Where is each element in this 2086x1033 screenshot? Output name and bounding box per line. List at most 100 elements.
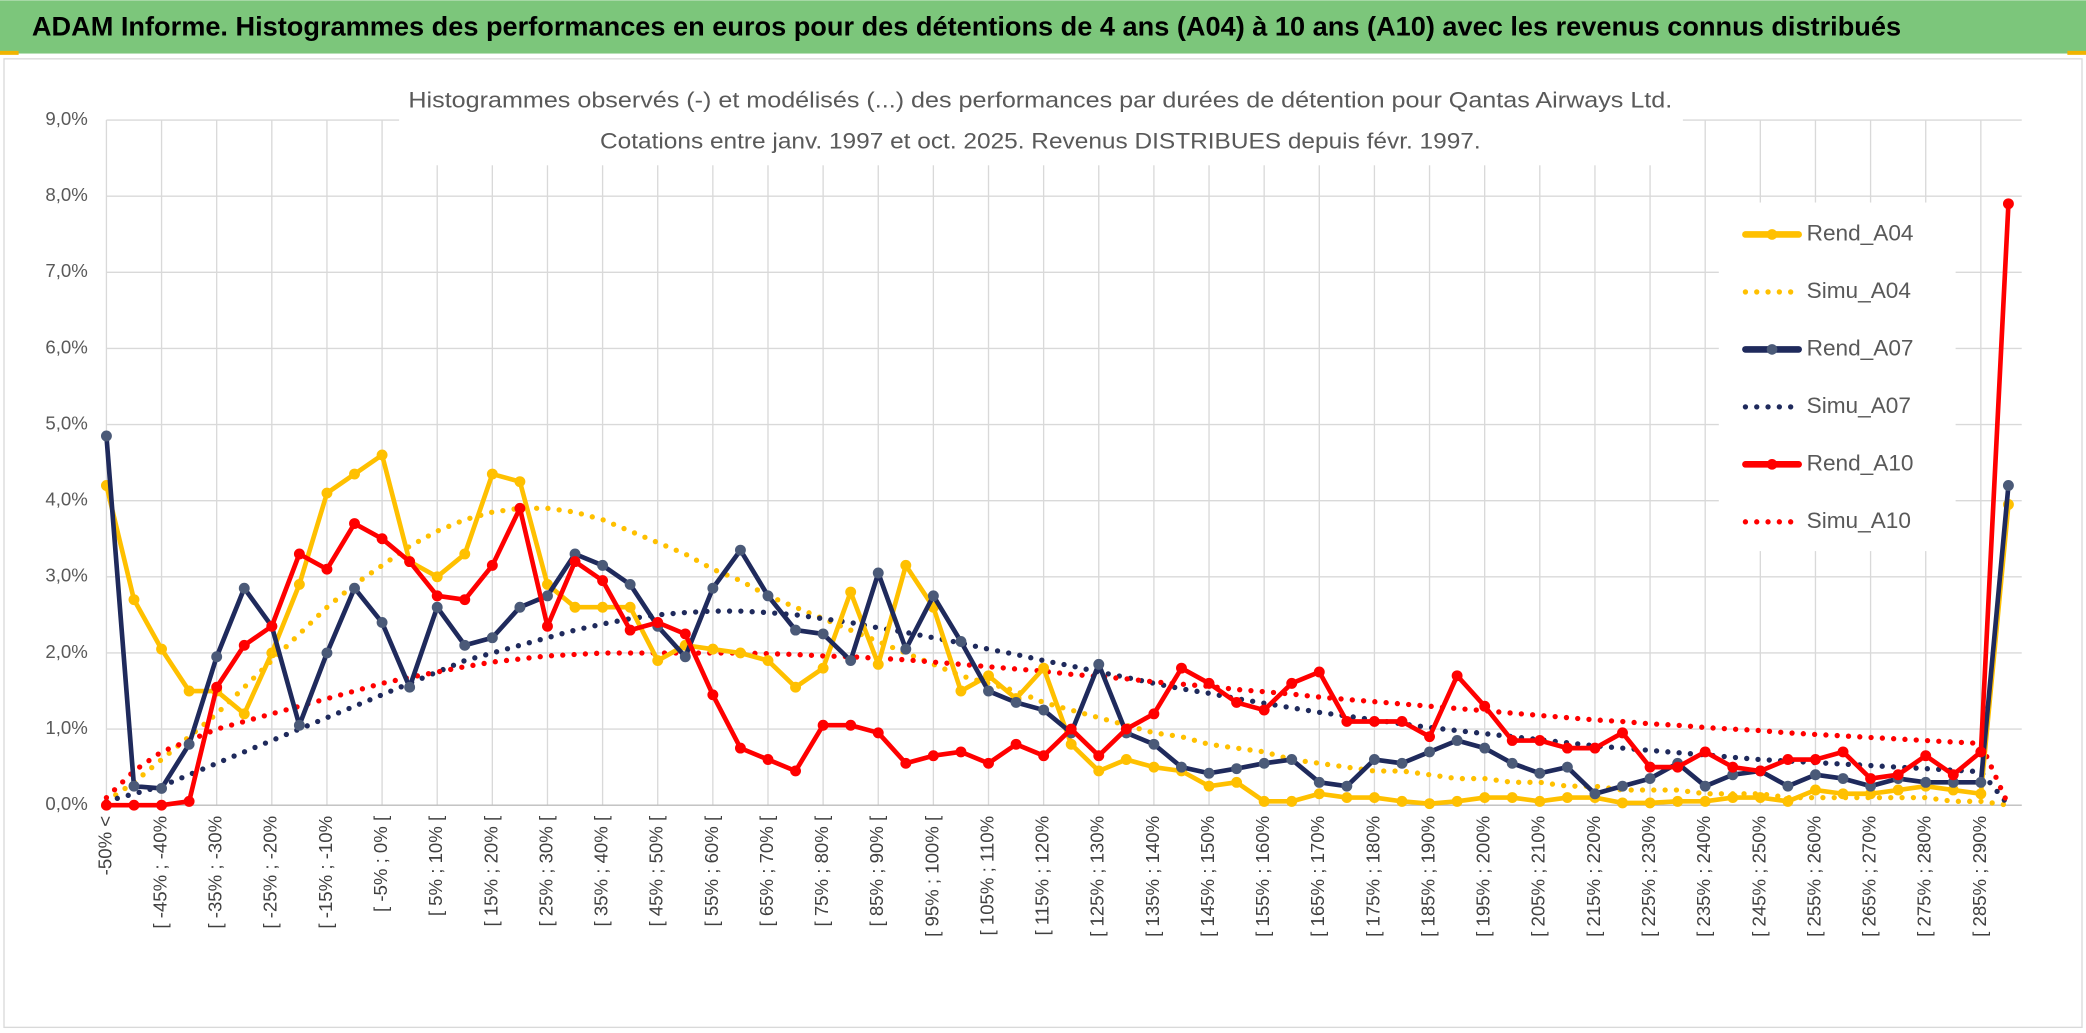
data-point — [927, 750, 939, 762]
data-point — [100, 430, 112, 442]
data-point — [679, 651, 691, 663]
data-point — [900, 559, 912, 571]
data-point — [872, 658, 884, 670]
x-tick-label: [ 115% ; 120% — [1032, 816, 1053, 936]
x-tick-label: [ 5% ; 10% [ — [425, 815, 446, 916]
data-point — [459, 594, 471, 606]
data-point — [1313, 666, 1325, 678]
data-point — [1313, 776, 1325, 788]
x-tick-label: [ 215% ; 220% — [1583, 816, 1604, 937]
data-point — [293, 719, 305, 731]
legend-marker — [1766, 229, 1778, 240]
data-point — [872, 727, 884, 739]
data-point — [404, 681, 416, 693]
data-point — [1451, 670, 1463, 682]
data-point — [597, 559, 609, 571]
data-point — [1093, 750, 1105, 762]
x-tick-label: [ 155% ; 160% — [1252, 816, 1273, 937]
data-point — [1148, 738, 1160, 750]
data-point — [1038, 662, 1050, 674]
data-point — [1947, 769, 1959, 781]
data-point — [983, 757, 994, 769]
data-point — [1258, 704, 1270, 716]
data-point — [1286, 754, 1298, 765]
data-point — [679, 628, 691, 640]
data-point — [266, 620, 278, 632]
y-tick-label: 8,0% — [45, 184, 87, 205]
data-point — [1368, 754, 1380, 765]
data-point — [1479, 742, 1491, 754]
data-point — [1424, 731, 1436, 743]
data-point — [211, 651, 223, 663]
data-point — [1231, 776, 1243, 788]
x-tick-label: [ -35% ; -30% — [205, 816, 226, 929]
data-point — [1837, 788, 1849, 800]
data-point — [1727, 761, 1739, 773]
data-point — [1617, 780, 1628, 792]
data-point — [1451, 735, 1463, 746]
data-point — [707, 582, 719, 594]
legend-marker — [1766, 459, 1778, 470]
data-point — [1258, 757, 1270, 769]
data-point — [1589, 742, 1601, 754]
data-point — [900, 643, 912, 655]
data-point — [707, 689, 719, 701]
data-point — [183, 795, 195, 807]
x-tick-label: [ 145% ; 150% — [1197, 816, 1218, 937]
data-point — [652, 617, 664, 628]
data-point — [100, 799, 112, 811]
y-tick-label: 7,0% — [45, 260, 87, 281]
y-tick-label: 9,0% — [45, 108, 87, 129]
data-point — [1341, 780, 1353, 792]
x-tick-label: [ -25% ; -20% — [260, 816, 281, 929]
legend-label: Simu_A07 — [1807, 393, 1911, 418]
data-point — [349, 468, 360, 480]
data-point — [790, 624, 802, 636]
data-point — [1644, 761, 1656, 773]
chart-subtitle: Cotations entre janv. 1997 et oct. 2025.… — [600, 129, 1481, 154]
data-point — [817, 662, 829, 674]
data-point — [1782, 780, 1794, 792]
data-point — [514, 476, 526, 488]
data-point — [1810, 769, 1821, 781]
y-tick-label: 0,0% — [45, 793, 87, 814]
data-point — [376, 533, 388, 545]
data-point — [845, 655, 857, 667]
data-point — [983, 685, 994, 697]
data-point — [486, 468, 498, 480]
data-point — [817, 628, 829, 640]
data-point — [514, 601, 526, 613]
y-tick-label: 5,0% — [45, 412, 87, 433]
data-point — [1038, 750, 1050, 762]
x-tick-label: [ 85% ; 90% [ — [866, 815, 887, 927]
data-point — [211, 681, 223, 693]
data-point — [266, 647, 278, 659]
data-point — [1920, 776, 1932, 788]
data-point — [1176, 761, 1187, 773]
data-point — [1782, 754, 1794, 765]
data-point — [1506, 792, 1518, 804]
x-tick-label: [ 55% ; 60% [ — [701, 815, 722, 927]
x-tick-label: [ 105% ; 110% — [976, 816, 997, 936]
data-point — [569, 601, 581, 613]
data-point — [1010, 696, 1022, 708]
x-tick-label: [ 205% ; 210% — [1528, 816, 1549, 937]
chart-border — [3, 58, 2083, 1029]
header-band — [0, 0, 2086, 54]
x-tick-label: [ 65% ; 70% [ — [756, 815, 777, 927]
data-point — [1782, 795, 1794, 807]
data-point — [569, 556, 581, 568]
x-tick-label: [ -15% ; -10% — [315, 816, 336, 929]
data-point — [1093, 765, 1105, 777]
data-point — [1120, 723, 1132, 735]
data-point — [1699, 795, 1711, 807]
data-point — [955, 636, 967, 647]
data-point — [238, 582, 250, 594]
data-point — [1561, 742, 1573, 754]
data-point — [1396, 715, 1408, 727]
legend-background — [1718, 202, 1956, 552]
data-point — [624, 578, 636, 590]
data-point — [349, 518, 360, 529]
data-point — [845, 586, 857, 598]
data-point — [238, 639, 250, 651]
